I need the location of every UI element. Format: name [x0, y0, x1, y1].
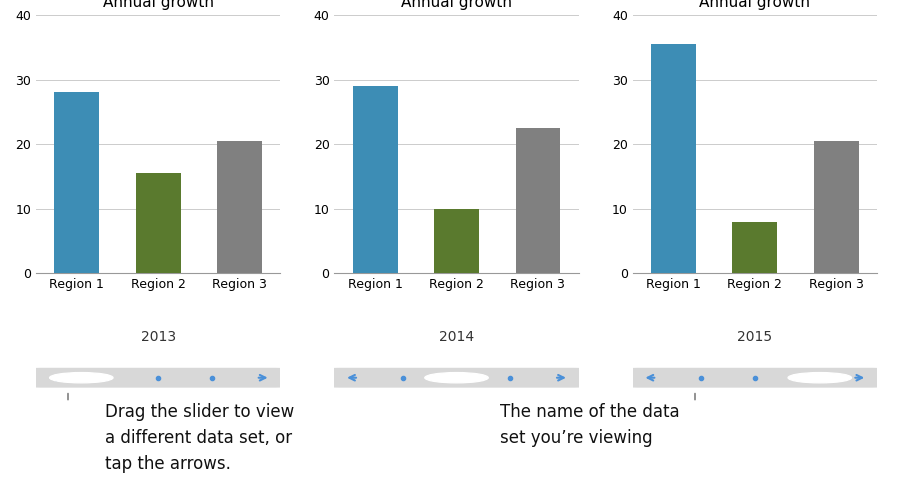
Circle shape	[424, 373, 488, 383]
Bar	[433, 209, 479, 273]
Text: 2015: 2015	[737, 330, 771, 344]
FancyBboxPatch shape	[29, 368, 287, 388]
Bar	[515, 128, 560, 273]
FancyBboxPatch shape	[625, 368, 883, 388]
Title: Annual growth: Annual growth	[699, 0, 809, 9]
Text: Drag the slider to view
a different data set, or
tap the arrows.: Drag the slider to view a different data…	[105, 403, 293, 473]
Title: Annual growth: Annual growth	[401, 0, 511, 9]
Bar	[54, 92, 99, 273]
Bar	[135, 173, 181, 273]
Text: 2013: 2013	[141, 330, 175, 344]
Bar	[731, 222, 777, 273]
Circle shape	[787, 373, 851, 383]
Bar	[352, 86, 397, 273]
Title: Annual growth: Annual growth	[103, 0, 213, 9]
Circle shape	[50, 373, 113, 383]
Bar	[650, 44, 695, 273]
FancyBboxPatch shape	[327, 368, 585, 388]
Text: 2014: 2014	[439, 330, 473, 344]
Bar	[217, 141, 262, 273]
Bar	[813, 141, 858, 273]
Text: The name of the data
set you’re viewing: The name of the data set you’re viewing	[499, 403, 679, 447]
